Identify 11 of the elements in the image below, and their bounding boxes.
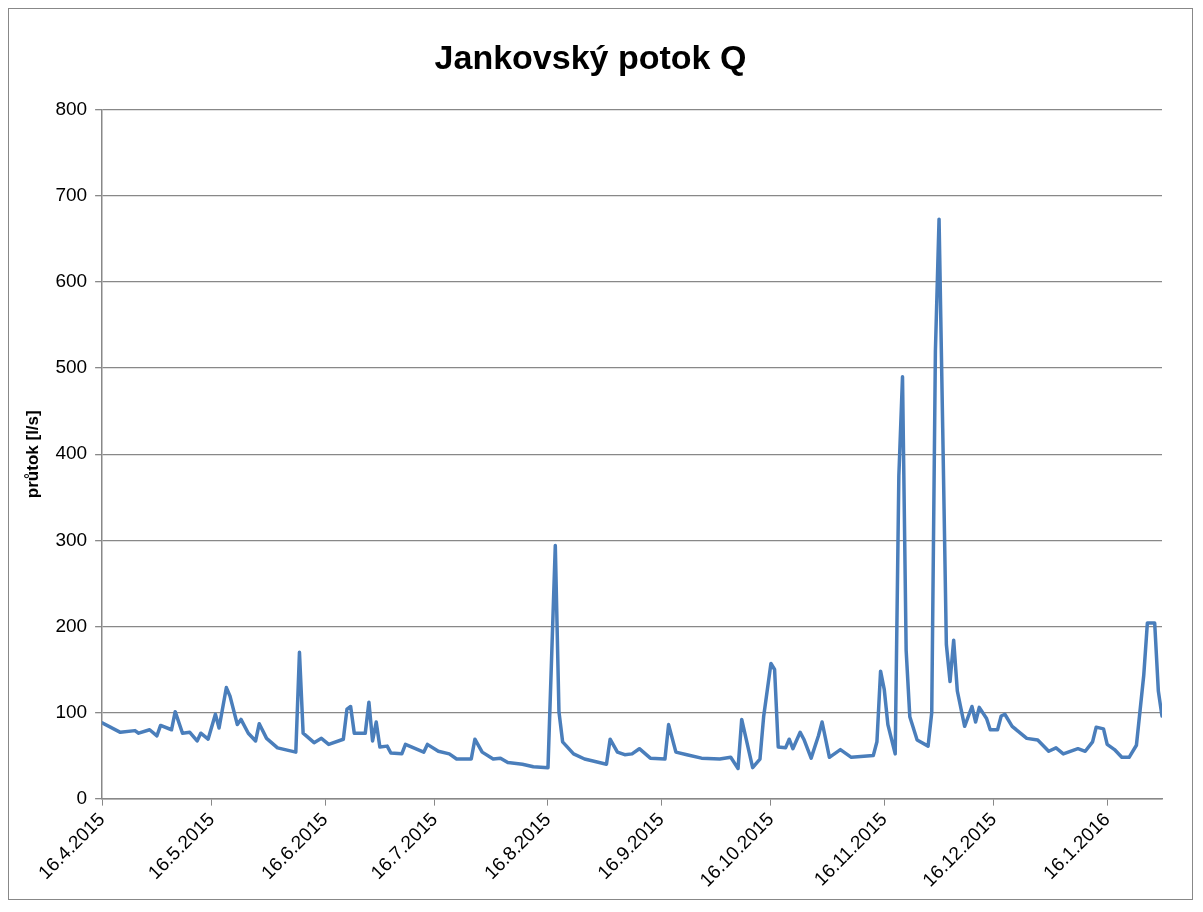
y-tick-label: 300: [55, 528, 88, 550]
y-tick-label: 700: [55, 184, 88, 206]
y-tick-label: 800: [55, 98, 88, 120]
chart-title: Jankovský potok Q: [434, 37, 747, 76]
y-tick-label: 200: [55, 614, 88, 636]
y-tick-label: 100: [55, 700, 88, 722]
y-tick-label: 600: [55, 270, 88, 292]
y-axis-title: průtok [l/s]: [22, 410, 42, 499]
y-tick-label: 500: [55, 356, 88, 378]
y-tick-label: 400: [55, 442, 88, 464]
y-tick-label: 0: [76, 786, 88, 808]
